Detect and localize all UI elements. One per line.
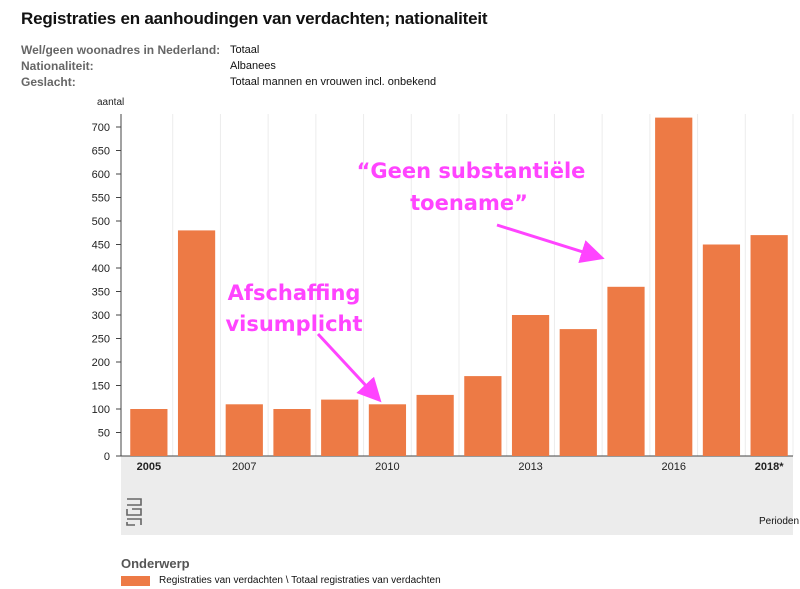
- y-tick-label: 700: [92, 122, 110, 134]
- meta-value: Totaal: [230, 44, 260, 56]
- x-axis-panel: [121, 456, 793, 535]
- legend-label: Registraties van verdachten \ Totaal reg…: [159, 575, 441, 586]
- annotation-arrow: [496, 223, 605, 264]
- y-tick-label: 50: [98, 428, 110, 440]
- bars: [130, 117, 788, 456]
- y-tick-label: 450: [92, 240, 110, 252]
- x-tick-label: 2018*: [755, 461, 784, 473]
- annotation-arrow: [316, 332, 382, 403]
- bar-2013: [511, 315, 550, 456]
- y-tick-label: 600: [92, 169, 110, 181]
- annotation-text: “Geen substantiële: [357, 159, 586, 183]
- meta-label: Wel/geen woonadres in Nederland:: [21, 43, 221, 57]
- annotation-text: toename”: [410, 191, 528, 215]
- bar-2005: [130, 409, 168, 456]
- y-tick-label: 200: [92, 357, 110, 369]
- annotation-text: Afschaffing: [228, 281, 361, 305]
- y-tick-label: 650: [92, 146, 110, 158]
- annotations: Afschaffing visumplicht “Geen substantiële…: [225, 159, 605, 403]
- x-tick-label: 2005: [137, 461, 161, 473]
- meta-label: Geslacht:: [21, 75, 76, 89]
- bar-2016: [655, 117, 693, 456]
- y-tick-label: 500: [92, 216, 110, 228]
- x-axis-title: Perioden: [759, 516, 800, 527]
- x-tick-label: 2016: [661, 461, 685, 473]
- bar-2012: [464, 376, 502, 456]
- y-tick-label: 150: [92, 381, 110, 393]
- annotation-text: visumplicht: [225, 312, 362, 336]
- bar-2011: [416, 394, 454, 456]
- bar-2007: [225, 404, 263, 456]
- y-tick-label: 250: [92, 334, 110, 346]
- y-tick-label: 100: [92, 404, 110, 416]
- y-tick-label: 550: [92, 193, 110, 205]
- y-axis-unit-label: aantal: [97, 97, 125, 108]
- meta-value: Albanees: [230, 60, 276, 72]
- legend-swatch: [121, 576, 150, 586]
- meta-label: Nationaliteit:: [21, 59, 94, 73]
- bar-2015: [607, 286, 645, 456]
- bar-2014: [559, 329, 597, 456]
- bar-2018*: [750, 235, 788, 456]
- y-tick-label: 400: [92, 263, 110, 275]
- y-tick-label: 0: [104, 451, 110, 463]
- y-axis-ticks: 0 50 100 150 200 250 300 350 400 450 500 550 600 650 7…: [92, 122, 121, 463]
- bar-2010: [368, 404, 407, 456]
- meta-value: Totaal mannen en vrouwen incl. onbekend: [230, 76, 437, 88]
- bar-2009: [321, 399, 359, 456]
- chart-title: Registraties en aanhoudingen van verdach…: [21, 9, 488, 28]
- legend-title: Onderwerp: [121, 556, 190, 571]
- x-tick-label: 2010: [375, 461, 399, 473]
- cbs-logo: [124, 497, 146, 532]
- x-tick-label: 2013: [518, 461, 542, 473]
- bar-2017: [702, 244, 741, 456]
- x-tick-label: 2007: [232, 461, 256, 473]
- bar-2006: [177, 230, 216, 456]
- y-tick-label: 350: [92, 287, 110, 299]
- y-tick-label: 300: [92, 310, 110, 322]
- x-axis-ticks: 2005 2007 2010 2013 2016 2018*: [137, 461, 785, 473]
- bar-2008: [273, 409, 311, 456]
